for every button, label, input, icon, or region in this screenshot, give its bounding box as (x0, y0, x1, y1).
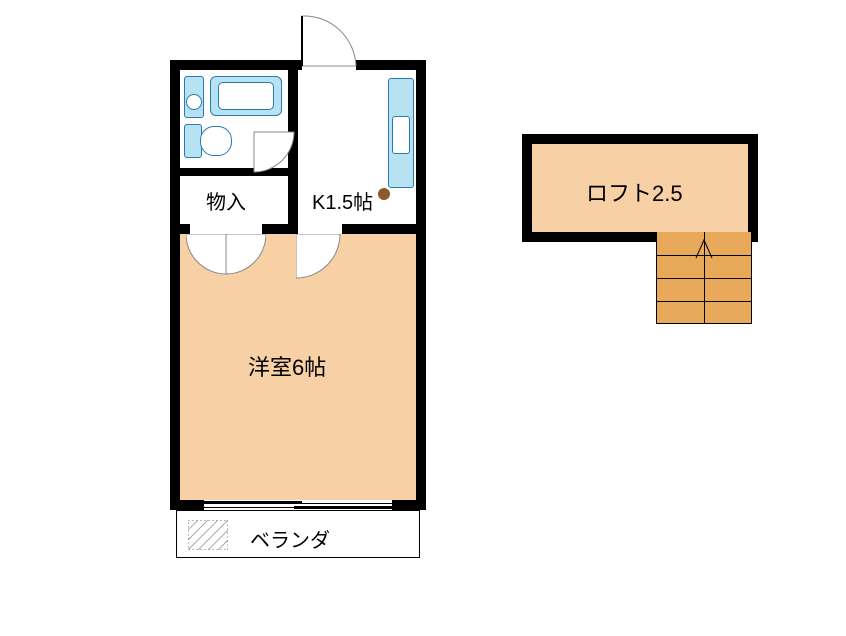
kitchen-knob (378, 188, 390, 200)
loft-wall-left (522, 134, 532, 242)
loft-label: ロフト2.5 (586, 176, 683, 208)
entry-door-icon (300, 12, 358, 68)
stair-arrow-icon (694, 236, 714, 260)
outer-wall-top (170, 60, 426, 70)
loft-wall-bottom (522, 232, 656, 242)
loft-wall-top (522, 134, 758, 144)
living-label: 洋室6帖 (248, 350, 326, 382)
living-door-left-gap (190, 224, 262, 234)
washbasin-circle (186, 94, 202, 110)
balcony-hatch-icon (188, 520, 228, 550)
kitchen-label: K1.5帖 (312, 186, 373, 215)
balcony-door-panel2 (294, 506, 392, 509)
stair-riser-2 (656, 278, 752, 279)
bathtub-inner (218, 82, 274, 110)
storage-label: 物入 (206, 186, 246, 215)
stair-riser-3 (656, 301, 752, 302)
living-door-right-gap (298, 224, 342, 234)
floorplan-canvas: 物入 K1.5帖 洋室6帖 ベランダ (0, 0, 846, 636)
loft-wall-right (748, 134, 758, 242)
kitchen-sink-bowl (392, 116, 410, 154)
balcony-door-panel1 (204, 501, 302, 504)
outer-wall-right (416, 60, 426, 510)
balcony-label: ベランダ (250, 524, 330, 553)
toilet-bowl (200, 126, 232, 156)
living-door-left-icon (186, 234, 266, 276)
bathroom-door-icon (252, 130, 296, 174)
outer-wall-left (170, 60, 180, 510)
living-door-right-icon (296, 234, 344, 280)
